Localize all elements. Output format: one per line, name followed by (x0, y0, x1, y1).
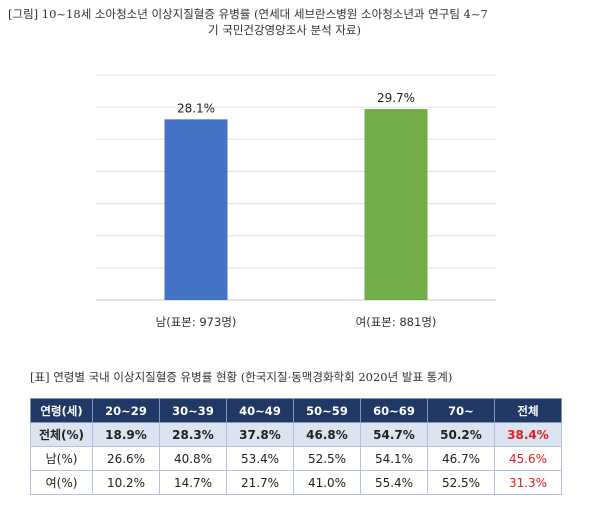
table-cell: 37.8% (226, 422, 294, 447)
table-cell: 46.7% (427, 446, 495, 471)
table-cell: 55.4% (360, 470, 428, 495)
table-cell: 52.5% (293, 446, 361, 471)
chart-labels: 28.1% 남(표본: 973명) 29.7% 여(표본: 881명) (156, 91, 437, 329)
header-total: 전체 (494, 398, 562, 423)
category-label: 남(표본: 973명) (156, 315, 237, 329)
header-age: 연령(세) (30, 398, 93, 423)
table-cell-total: 45.6% (494, 446, 562, 471)
table-cell: 14.7% (159, 470, 227, 495)
table-cell: 26.6% (92, 446, 160, 471)
table-cell-total: 31.3% (494, 470, 562, 495)
bar-0 (164, 119, 228, 300)
header-40-49: 40~49 (226, 398, 294, 423)
table-cell: 28.3% (159, 422, 227, 447)
header-50-59: 50~59 (293, 398, 361, 423)
header-70-plus: 70~ (427, 398, 495, 423)
bar-1 (364, 109, 428, 300)
table-cell: 50.2% (427, 422, 495, 447)
table-cell: 10.2% (92, 470, 160, 495)
figure-caption-line1: [그림] 10~18세 소아청소년 이상지질혈증 유병률 (연세대 세브란스병원… (8, 7, 488, 21)
bar-value-label: 28.1% (177, 101, 215, 115)
chart-bars (164, 109, 428, 300)
table-caption: [표] 연령별 국내 이상지질혈증 유병률 현황 (한국지질·동맥경화학회 20… (30, 370, 453, 384)
table-cell-total: 38.4% (494, 422, 562, 447)
header-30-39: 30~39 (159, 398, 227, 423)
category-label: 여(표본: 881명) (356, 315, 437, 329)
table-row-male: 남(%) 26.6% 40.8% 53.4% 52.5% 54.1% 46.7%… (30, 446, 562, 471)
prevalence-table: 연령(세) 20~29 30~39 40~49 50~59 60~69 70~ … (30, 398, 562, 495)
table-cell: 52.5% (427, 470, 495, 495)
bar-chart: 28.1% 남(표본: 973명) 29.7% 여(표본: 881명) (96, 74, 496, 329)
header-20-29: 20~29 (92, 398, 160, 423)
row-label: 여(%) (30, 470, 93, 495)
table-cell: 54.7% (360, 422, 428, 447)
header-60-69: 60~69 (360, 398, 428, 423)
table-header-row: 연령(세) 20~29 30~39 40~49 50~59 60~69 70~ … (30, 398, 562, 423)
chart-gridlines (96, 74, 496, 301)
table-cell: 21.7% (226, 470, 294, 495)
table-cell: 54.1% (360, 446, 428, 471)
table-cell: 41.0% (293, 470, 361, 495)
table-cell: 40.8% (159, 446, 227, 471)
bar-value-label: 29.7% (377, 91, 415, 105)
row-label: 전체(%) (30, 422, 93, 447)
table-row-female: 여(%) 10.2% 14.7% 21.7% 41.0% 55.4% 52.5%… (30, 470, 562, 495)
table-cell: 18.9% (92, 422, 160, 447)
row-label: 남(%) (30, 446, 93, 471)
table-cell: 46.8% (293, 422, 361, 447)
figure-caption-line2: 기 국민건강영양조사 분석 자료) (208, 23, 361, 37)
table-row-overall: 전체(%) 18.9% 28.3% 37.8% 46.8% 54.7% 50.2… (30, 422, 562, 447)
table-cell: 53.4% (226, 446, 294, 471)
